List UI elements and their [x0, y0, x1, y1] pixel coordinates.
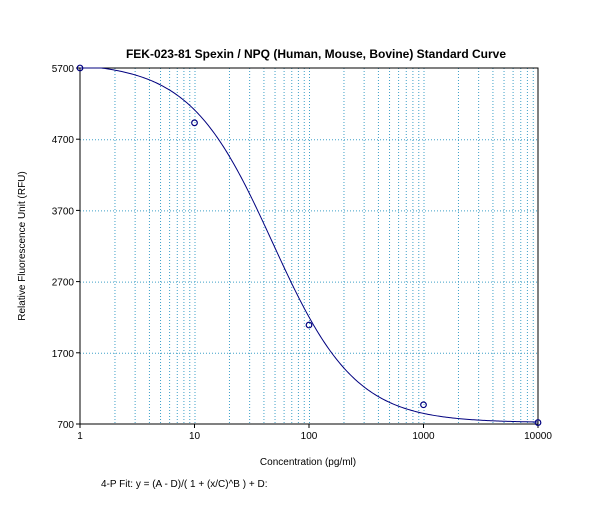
x-axis-label: Concentration (pg/ml) [260, 457, 356, 468]
y-axis-label: Relative Fluorescence Unit (RFU) [17, 171, 28, 321]
data-points [76, 64, 542, 426]
x-tick-label: 10000 [524, 431, 552, 442]
y-tick-label: 4700 [52, 135, 75, 146]
data-point [420, 401, 427, 409]
x-tick-label: 10 [189, 431, 201, 442]
data-point [534, 419, 542, 426]
y-tick-label: 2700 [52, 278, 75, 289]
axis-ticks: 1 10 100 1000 10000 700 1700 2700 3700 4700 5700 [52, 64, 553, 442]
data-point [191, 119, 198, 127]
y-tick-label: 5700 [52, 64, 75, 75]
y-tick-label: 1700 [52, 349, 75, 360]
fit-curve-line [80, 67, 539, 423]
x-tick-label: 1000 [412, 431, 435, 442]
chart-title: FEK-023-81 Spexin / NPQ (Human, Mouse, B… [126, 47, 506, 61]
x-tick-label: 1 [77, 431, 83, 442]
fit-equation-caption: 4-P Fit: y = (A - D)/( 1 + (x/C)^B ) + D… [101, 479, 268, 490]
x-tick-label: 100 [301, 431, 318, 442]
y-tick-label: 700 [57, 420, 74, 431]
data-point [305, 321, 313, 329]
grid-lines [80, 68, 538, 424]
data-point [76, 64, 84, 72]
y-tick-label: 3700 [52, 206, 75, 217]
